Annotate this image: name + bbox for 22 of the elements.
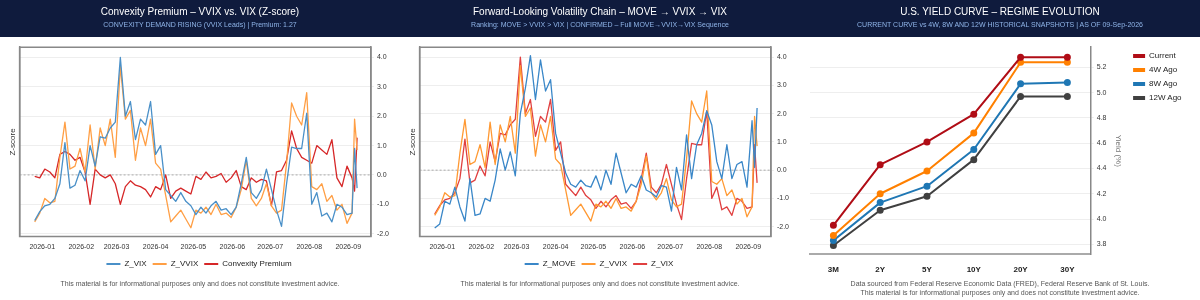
x-tick-label: 10Y <box>966 265 982 275</box>
chart-title: U.S. YIELD CURVE – REGIME EVOLUTION <box>899 5 1101 17</box>
legend-label: Z_VIX <box>124 259 148 269</box>
x-tick-label: 2Y <box>875 265 886 275</box>
x-tick-label: 5Y <box>922 265 933 275</box>
legend-label: Convexity Premium <box>222 259 292 269</box>
chart-title: Forward-Looking Volatility Chain – MOVE → VVIX → VIX <box>472 5 728 17</box>
x-tick-label: 30Y <box>1060 265 1076 275</box>
x-tick-label: 20Y <box>1013 265 1029 275</box>
legend-label: 12W Ago <box>1149 93 1183 103</box>
y-axis-title: Z-score <box>8 127 17 156</box>
legend-label: 8W Ago <box>1149 79 1178 89</box>
chart-title: Convexity Premium – VVIX vs. VIX (Z-score) <box>99 5 301 17</box>
legend-label: Z_VVIX <box>170 259 199 269</box>
legend-label: Z_VVIX <box>599 259 628 269</box>
y-axis-title: Z-score <box>408 127 417 156</box>
legend-label: Current <box>1149 51 1177 61</box>
y-axis-title: Yield (%) <box>1114 134 1124 168</box>
legend-label: 4W Ago <box>1149 65 1178 75</box>
legend-label: Z_VIX <box>651 259 675 269</box>
legend-label: Z_MOVE <box>542 259 576 269</box>
x-tick-label: 3M <box>827 265 840 275</box>
